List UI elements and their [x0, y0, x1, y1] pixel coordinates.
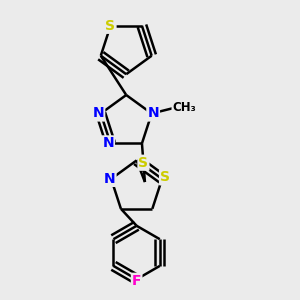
Text: N: N — [147, 106, 159, 121]
Text: N: N — [104, 172, 116, 186]
Text: CH₃: CH₃ — [172, 101, 196, 114]
Text: N: N — [102, 136, 114, 150]
Text: S: S — [138, 156, 148, 170]
Text: S: S — [160, 170, 170, 184]
Text: S: S — [106, 19, 116, 33]
Text: N: N — [93, 106, 104, 121]
Text: F: F — [132, 274, 141, 288]
